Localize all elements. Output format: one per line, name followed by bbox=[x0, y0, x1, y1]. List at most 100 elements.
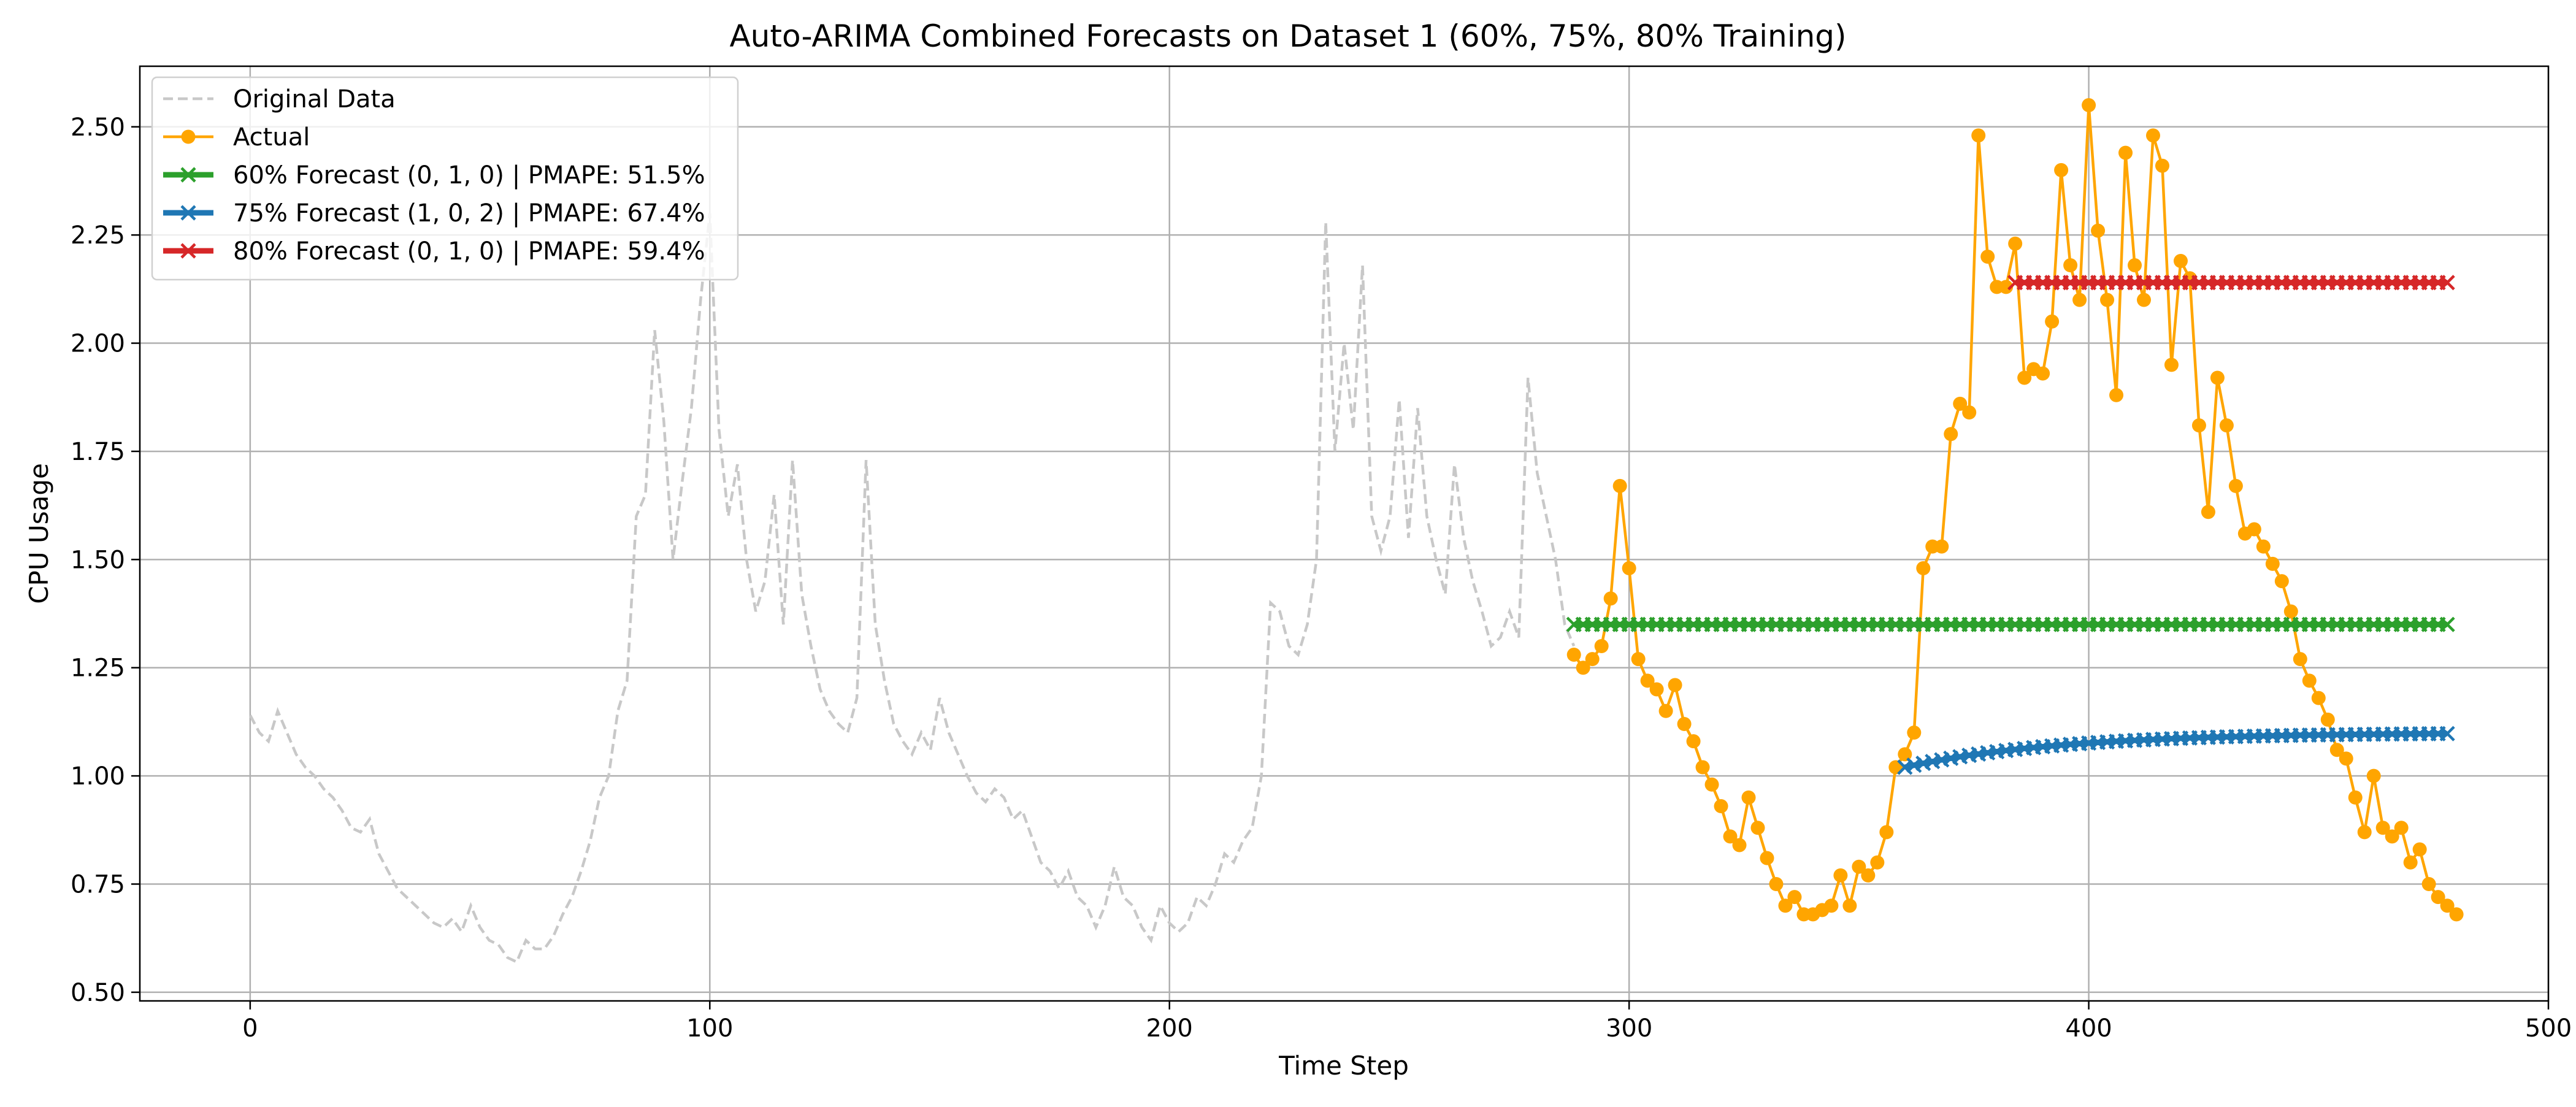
plot-series bbox=[248, 98, 2464, 964]
y-tick-label: 2.25 bbox=[71, 221, 125, 250]
f75-point bbox=[2439, 726, 2455, 741]
series-f60 bbox=[1566, 616, 2455, 632]
actual-point bbox=[2385, 829, 2399, 844]
actual-point bbox=[2201, 505, 2215, 519]
actual-point bbox=[1732, 838, 1747, 852]
y-tick-label: 2.00 bbox=[71, 330, 125, 358]
actual-point bbox=[2320, 712, 2335, 727]
actual-point bbox=[2091, 223, 2106, 238]
series-f75 bbox=[1897, 726, 2455, 775]
actual-point bbox=[1714, 799, 1728, 813]
actual-point bbox=[1631, 652, 1646, 667]
legend-item-f60: 60% Forecast (0, 1, 0) | PMAPE: 51.5% bbox=[163, 161, 705, 190]
chart-title: Auto-ARIMA Combined Forecasts on Dataset… bbox=[729, 18, 1846, 54]
legend-marker bbox=[180, 205, 196, 221]
actual-point bbox=[1999, 280, 2014, 294]
actual-point bbox=[2403, 855, 2418, 870]
actual-point bbox=[1612, 478, 1627, 493]
y-tick-label: 1.00 bbox=[71, 762, 125, 791]
actual-point bbox=[2072, 293, 2087, 307]
plot-frame bbox=[139, 65, 2550, 1002]
actual-point bbox=[1861, 868, 1876, 883]
actual-point bbox=[2440, 898, 2455, 913]
legend-box bbox=[151, 76, 739, 281]
legend-marker bbox=[180, 167, 196, 183]
legend-label: 80% Forecast (0, 1, 0) | PMAPE: 59.4% bbox=[233, 237, 705, 266]
y-tick-label: 0.75 bbox=[71, 871, 125, 899]
actual-point bbox=[1907, 726, 1922, 740]
actual-point bbox=[1686, 734, 1701, 749]
f60-point bbox=[2439, 616, 2455, 632]
actual-point bbox=[2339, 751, 2353, 766]
actual-point bbox=[2265, 556, 2280, 571]
actual-point bbox=[2008, 236, 2023, 251]
actual-point bbox=[1980, 249, 1995, 264]
legend: Original Data Actual 60% Forecast (0, 1, 0… bbox=[151, 76, 739, 281]
actual-point bbox=[2302, 673, 2317, 688]
actual-point bbox=[2036, 366, 2050, 381]
actual-point bbox=[1603, 591, 1618, 606]
actual-point bbox=[1723, 829, 1738, 844]
actual-point bbox=[2311, 691, 2326, 705]
actual-point bbox=[1852, 859, 1866, 874]
actual-point bbox=[2063, 258, 2078, 273]
actual-point bbox=[2449, 907, 2464, 922]
actual-point bbox=[1704, 777, 1719, 792]
axes: 0 100 200 300 400 500 0.50 0.75 1.00 1.25 1.50 1.75… bbox=[71, 65, 2572, 1043]
y-tick-label: 2.50 bbox=[71, 113, 125, 142]
actual-point bbox=[2118, 145, 2133, 160]
legend-marker bbox=[180, 243, 196, 259]
actual-point bbox=[1576, 661, 1590, 675]
actual-point bbox=[1916, 561, 1931, 575]
actual-point bbox=[2173, 254, 2188, 268]
actual-point bbox=[1668, 678, 1682, 692]
x-tick-label: 500 bbox=[2525, 1014, 2572, 1043]
actual-point bbox=[2256, 539, 2271, 554]
legend-item-f75: 75% Forecast (1, 0, 2) | PMAPE: 67.4% bbox=[163, 199, 705, 228]
actual-point bbox=[2145, 128, 2160, 143]
legend-label: 60% Forecast (0, 1, 0) | PMAPE: 51.5% bbox=[233, 161, 705, 190]
actual-point bbox=[2191, 418, 2206, 433]
grid-lines bbox=[140, 66, 2550, 1001]
actual-point bbox=[1677, 716, 1692, 731]
actual-point bbox=[2394, 821, 2409, 835]
actual-point bbox=[2164, 358, 2179, 372]
actual-point bbox=[1750, 821, 1765, 835]
actual-point bbox=[1566, 648, 1581, 662]
actual-point bbox=[1594, 638, 1609, 653]
actual-point bbox=[1787, 890, 1802, 905]
actual-point bbox=[1658, 703, 1673, 718]
y-tick-label: 0.50 bbox=[71, 979, 125, 1007]
x-tick-label: 200 bbox=[1146, 1014, 1193, 1043]
actual-point bbox=[2421, 877, 2436, 891]
f80-point bbox=[2439, 275, 2455, 291]
legend-item-original: Original Data bbox=[163, 85, 396, 113]
actual-point bbox=[1944, 427, 1958, 442]
actual-point bbox=[2375, 821, 2390, 835]
actual-point bbox=[1888, 760, 1903, 775]
legend-label: 75% Forecast (1, 0, 2) | PMAPE: 67.4% bbox=[233, 199, 705, 228]
actual-point bbox=[2017, 370, 2032, 385]
actual-point bbox=[2357, 825, 2372, 840]
actual-point bbox=[2293, 652, 2307, 667]
legend-label: Actual bbox=[233, 123, 310, 151]
actual-point bbox=[2247, 522, 2261, 537]
y-axis-label: CPU Usage bbox=[24, 463, 54, 604]
y-tick-label: 1.50 bbox=[71, 546, 125, 574]
actual-point bbox=[2366, 768, 2381, 783]
actual-point bbox=[1962, 405, 1977, 419]
actual-point bbox=[1824, 898, 1839, 913]
actual-point bbox=[1934, 539, 1949, 554]
actual-point bbox=[1778, 898, 1793, 913]
x-tick-label: 100 bbox=[686, 1014, 733, 1043]
actual-point bbox=[1585, 652, 1600, 667]
actual-point bbox=[2100, 293, 2115, 307]
actual-point bbox=[1971, 128, 1986, 143]
actual-point bbox=[2155, 158, 2169, 173]
actual-point bbox=[2210, 370, 2225, 385]
actual-point bbox=[1833, 868, 1848, 883]
legend-item-actual: Actual bbox=[163, 123, 310, 151]
actual-point bbox=[2137, 293, 2152, 307]
actual-point bbox=[1640, 673, 1655, 688]
actual-point bbox=[2228, 478, 2243, 493]
